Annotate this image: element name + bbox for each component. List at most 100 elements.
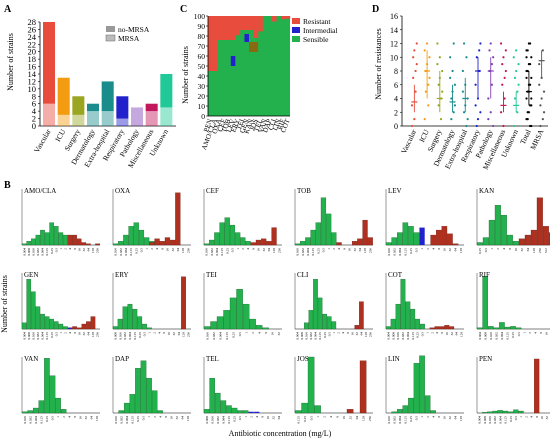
b-bin-label: 128 (91, 332, 95, 337)
b-bin-label: 256 (368, 248, 372, 253)
b-bin-label: 0.5 (54, 332, 58, 337)
b-bin-label: 0.032 (392, 248, 396, 256)
b-bin-label: 0.016 (31, 248, 35, 256)
c-legend-swatch (292, 36, 300, 42)
b-bar-sensible (402, 222, 409, 246)
b-bin-label: 16 (170, 416, 174, 420)
b-bin-label: 1 (420, 248, 424, 250)
b-bin-label: 64 (454, 248, 458, 252)
b-bin-label: 4 (257, 332, 261, 334)
b-bar-sensible (255, 325, 263, 330)
histogram-tei: 0.016 0.032 0.064 0.125 0.25 0.5 1 2 4 8 16 32 TEI (203, 271, 282, 340)
b-bar-sensible (58, 232, 64, 246)
b-bin-label: 2 (332, 248, 336, 250)
histogram-oxa: 0.016 0.032 0.064 0.125 0.25 0.5 1 2 4 8 16 32 64 128… (112, 187, 191, 256)
a-bar-mrsa (57, 77, 70, 115)
b-bin-label: 1 (425, 332, 429, 334)
b-bin-label: 0.125 (411, 332, 415, 340)
b-bin-label: 0.032 (36, 248, 40, 256)
b-bin-label: 512 (544, 248, 548, 253)
b-bin-label: 8 (160, 248, 164, 250)
b-bar-sensible (44, 358, 50, 414)
b-bar-sensible (415, 318, 420, 330)
b-bin-label: 256 (277, 248, 281, 253)
b-bin-label: 0.004 (386, 332, 390, 340)
b-bar-sensible (49, 222, 54, 246)
b-bin-label: 0.25 (233, 416, 237, 422)
b-bin-label: 0.064 (314, 332, 318, 340)
b-bar-sensible (219, 222, 225, 246)
a-y-tick-label: 24 (28, 32, 37, 42)
d-point (465, 124, 468, 128)
b-bin-label: 0.064 (128, 332, 132, 340)
b-bar-sensible (305, 237, 311, 246)
c-y-tick-label: 80 (198, 32, 206, 41)
d-point (527, 111, 531, 114)
b-bin-label: 0.008 (483, 416, 487, 424)
d-point (487, 118, 490, 121)
d-point (529, 42, 532, 45)
b-bar-resistant (271, 227, 277, 246)
b-bar-sensible (390, 318, 396, 330)
d-point (441, 90, 444, 93)
b-bin-label: 128 (459, 248, 463, 253)
b-bar-sensible (214, 392, 221, 414)
b-bar-sensible (146, 378, 152, 414)
b-bar-resistant (76, 327, 82, 330)
b-bar-resistant (76, 238, 82, 246)
b-bin-label: 0.032 (216, 416, 220, 424)
b-bin-label: 2 (152, 332, 156, 334)
b-bin-label: 16 (167, 332, 171, 336)
b-bar-sensible (229, 224, 236, 246)
b-bar-sensible (240, 237, 246, 246)
b-bin-label: 64 (267, 248, 271, 252)
d-point (436, 42, 439, 45)
panel-c-stacked-heatmap: 0102030405060708090100PENAMO/CLAOXACEFTO… (194, 12, 338, 151)
c-category-label: TEI (235, 117, 246, 131)
b-bar-sensible (63, 234, 68, 246)
d-point (542, 90, 546, 93)
b-bar-sensible (242, 410, 249, 414)
b-bin-label: 128 (181, 248, 185, 253)
d-point (529, 83, 532, 86)
b-bin-label: 0.125 (220, 248, 224, 256)
d-point (415, 42, 418, 45)
b-bin-label: 0.125 (133, 332, 137, 340)
b-bin-label: 0.25 (478, 248, 482, 254)
d-point (428, 56, 431, 59)
c-resistant-block (285, 16, 291, 19)
b-bin-label: 8 (73, 248, 77, 250)
b-bar-sensible (402, 405, 409, 414)
b-bar-resistant (72, 234, 77, 246)
b-panel-title: ERY (115, 271, 129, 279)
b-bin-label: 2 (337, 332, 341, 334)
b-bin-label: 64 (87, 332, 91, 336)
d-point (512, 124, 515, 128)
d-point (412, 56, 415, 59)
b-bin-label: 0.016 (210, 416, 214, 424)
d-y-tick-label: 14 (390, 26, 398, 35)
b-bin-label: 0.5 (415, 248, 419, 253)
b-bin-label: 8 (440, 332, 444, 334)
b-bar-sensible (249, 318, 256, 330)
c-legend-swatch (292, 27, 300, 33)
b-bin-label: 64 (455, 332, 459, 336)
histogram-kan: 0.250.512481632641282565121024KAN (476, 187, 550, 254)
b-bin-label: 128 (95, 416, 99, 421)
c-intermediate-block (244, 34, 249, 42)
b-bar-sensible (322, 313, 327, 330)
b-bar-sensible (235, 232, 241, 246)
b-bar-sensible (320, 197, 327, 246)
a-y-tick-label: 4 (32, 106, 37, 116)
b-bar-sensible (493, 327, 500, 330)
d-point (414, 69, 417, 73)
b-bin-label: 0.25 (225, 248, 229, 254)
d-point (525, 97, 528, 100)
b-bin-label: 0.25 (134, 248, 138, 254)
b-bin-label: 0.5 (514, 416, 518, 421)
d-point (461, 90, 464, 93)
d-point (513, 97, 517, 100)
b-bin-label: 0.016 (488, 416, 492, 424)
c-y-tick-label: 90 (198, 22, 206, 31)
b-bar-resistant (542, 226, 549, 246)
